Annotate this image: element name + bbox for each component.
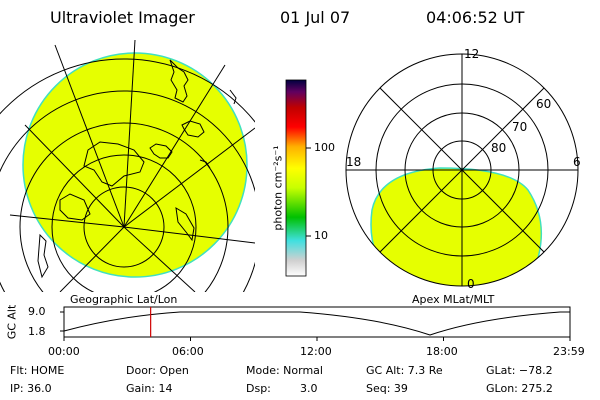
colorbar-tick-10: 10 [314,229,328,242]
time-label: 04:06:52 UT [426,8,525,27]
instrument-title: Ultraviolet Imager [50,8,195,27]
apex-panel-label: Apex MLat/MLT [412,293,495,306]
apex-lat-70: 70 [512,120,528,134]
apex-lat-60: 60 [536,97,552,111]
status-mode: Mode: Normal [246,364,323,377]
status-glat: GLat: −78.2 [486,364,553,377]
colorbar [285,79,311,277]
colorbar-unit-label: photon cm⁻²s⁻¹ [271,145,285,231]
status-flt: Flt: HOME [10,364,65,377]
status-gc-alt: GC Alt: 7.3 Re [366,364,443,377]
status-seq: Seq: 39 [366,382,408,395]
date-label: 01 Jul 07 [280,8,351,27]
altitude-xtick-2: 12:00 [300,345,332,358]
status-dsp-label: Dsp: [246,382,271,395]
status-gain: Gain: 14 [126,382,173,395]
status-glon: GLon: 275.2 [486,382,553,395]
altitude-ytick-low: 1.8 [28,325,46,338]
altitude-ylabel: GC Alt [5,304,19,340]
status-ip: IP: 36.0 [10,382,52,395]
apex-lat-80: 80 [491,141,507,155]
apex-aurora-fill [370,167,543,286]
altitude-xtick-3: 18:00 [426,345,458,358]
status-door: Door: Open [126,364,189,377]
geographic-map [0,39,255,292]
apex-mlt-6: 6 [573,155,581,169]
altitude-plot [60,306,571,341]
geo-panel-label: Geographic Lat/Lon [70,293,178,306]
altitude-xtick-4: 23:59 [553,345,585,358]
apex-mlt-0: 0 [467,277,475,291]
altitude-xtick-1: 06:00 [172,345,204,358]
apex-map [345,53,579,287]
apex-mlt-18: 18 [346,155,362,169]
colorbar-tick-100: 100 [314,141,335,154]
status-dsp-value: 3.0 [300,382,318,395]
altitude-ytick-high: 9.0 [28,305,46,318]
apex-mlt-12: 12 [464,47,480,61]
altitude-xtick-0: 00:00 [48,345,80,358]
